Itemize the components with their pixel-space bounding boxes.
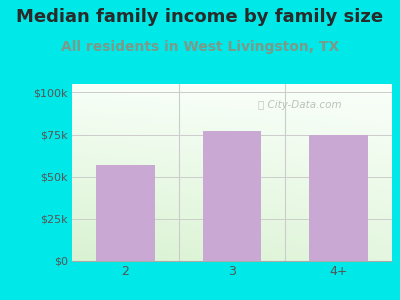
Text: ⓘ City-Data.com: ⓘ City-Data.com [258,100,341,110]
Bar [309,135,368,261]
Text: All residents in West Livingston, TX: All residents in West Livingston, TX [61,40,339,55]
Text: Median family income by family size: Median family income by family size [16,8,384,26]
Bar [203,131,261,261]
Bar [96,165,155,261]
